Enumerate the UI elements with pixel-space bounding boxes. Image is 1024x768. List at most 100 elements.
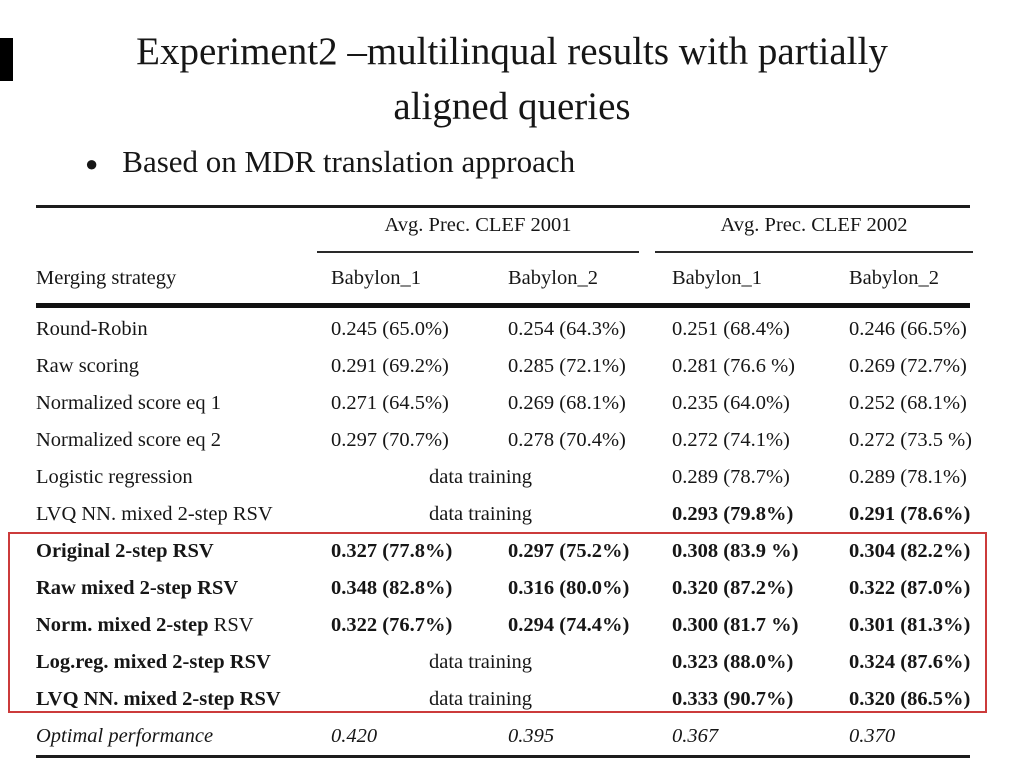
value-cell: 0.322 (87.0%) xyxy=(849,577,971,599)
value-cell: 0.348 (82.8%) xyxy=(331,577,453,599)
bullet-item: ● Based on MDR translation approach xyxy=(85,144,575,180)
row-label: Round-Robin xyxy=(36,318,331,341)
value-cell: 0.278 (70.4%) xyxy=(508,429,626,451)
value-cell: 0.300 (81.7 %) xyxy=(672,614,799,636)
value-cell: 0.327 (77.8%) xyxy=(331,540,453,562)
row-label: Raw mixed 2-step RSV xyxy=(36,577,331,600)
table-group-header-row: Avg. Prec. CLEF 2001 Avg. Prec. CLEF 200… xyxy=(36,208,976,253)
row-label-part: Logistic regression xyxy=(36,466,193,488)
table-row: Raw mixed 2-step RSV 0.348 (82.8%) 0.316 (… xyxy=(36,570,976,607)
group-header-clef-2002: Avg. Prec. CLEF 2002 xyxy=(720,214,908,236)
value-cell: 0.322 (76.7%) xyxy=(331,614,453,636)
value-cell: 0.272 (73.5 %) xyxy=(849,429,972,451)
bullet-icon: ● xyxy=(85,151,99,176)
value-cell: 0.289 (78.1%) xyxy=(849,466,967,488)
value-cell: 0.281 (76.6 %) xyxy=(672,355,795,377)
value-cell: 0.297 (75.2%) xyxy=(508,540,630,562)
table-bottom-rule xyxy=(36,755,970,758)
value-cell: 0.285 (72.1%) xyxy=(508,355,626,377)
row-label-part: Original 2-step RSV xyxy=(36,540,214,562)
data-training-cell: data training xyxy=(428,466,533,488)
value-cell: 0.271 (64.5%) xyxy=(331,392,449,414)
left-edge-black-mark xyxy=(0,38,13,81)
column-header-babylon2-2001: Babylon_2 xyxy=(508,266,598,289)
row-label-part: RSV xyxy=(213,614,254,636)
results-table: Avg. Prec. CLEF 2001 Avg. Prec. CLEF 200… xyxy=(36,205,976,758)
column-header-babylon1-2002: Babylon_1 xyxy=(672,266,762,289)
value-cell: 0.297 (70.7%) xyxy=(331,429,449,451)
row-label: LVQ NN. mixed 2-step RSV xyxy=(36,503,331,526)
row-label: Log.reg. mixed 2-step RSV xyxy=(36,651,331,674)
row-label-part: Normalized score eq 2 xyxy=(36,429,221,451)
value-cell: 0.251 (68.4%) xyxy=(672,318,790,340)
group-underline-2001 xyxy=(317,251,639,253)
group-header-clef-2001: Avg. Prec. CLEF 2001 xyxy=(384,214,572,236)
value-cell: 0.395 xyxy=(508,725,555,747)
table-row: Normalized score eq 2 0.297 (70.7%) 0.278 … xyxy=(36,422,976,459)
column-header-babylon2-2002: Babylon_2 xyxy=(849,266,939,289)
value-cell: 0.272 (74.1%) xyxy=(672,429,790,451)
value-cell: 0.294 (74.4%) xyxy=(508,614,630,636)
table-row: LVQ NN. mixed 2-step RSV data training 0.3… xyxy=(36,681,976,718)
value-cell: 0.245 (65.0%) xyxy=(331,318,449,340)
bullet-text: Based on MDR translation approach xyxy=(122,144,576,179)
value-cell: 0.420 xyxy=(331,725,378,747)
row-label: Raw scoring xyxy=(36,355,331,378)
value-cell: 0.291 (69.2%) xyxy=(331,355,449,377)
value-cell: 0.323 (88.0%) xyxy=(672,651,794,673)
value-cell: 0.304 (82.2%) xyxy=(849,540,971,562)
value-cell: 0.316 (80.0%) xyxy=(508,577,630,599)
row-label: Original 2-step RSV xyxy=(36,540,331,563)
value-cell: 0.308 (83.9 %) xyxy=(672,540,799,562)
row-label-part: LVQ NN. mixed 2-step RSV xyxy=(36,688,281,710)
value-cell: 0.254 (64.3%) xyxy=(508,318,626,340)
value-cell: 0.252 (68.1%) xyxy=(849,392,967,414)
column-header-babylon1-2001: Babylon_1 xyxy=(331,266,421,289)
table-row: Raw scoring 0.291 (69.2%) 0.285 (72.1%) 0.2… xyxy=(36,348,976,385)
table-header-rule xyxy=(36,303,970,308)
row-label-part: Round-Robin xyxy=(36,318,148,340)
value-cell: 0.269 (68.1%) xyxy=(508,392,626,414)
table-row: LVQ NN. mixed 2-step RSV data training 0.2… xyxy=(36,496,976,533)
data-training-cell: data training xyxy=(428,503,533,525)
table-row: Log.reg. mixed 2-step RSV data training 0.… xyxy=(36,644,976,681)
table-row: Logistic regression data training 0.289 (7… xyxy=(36,459,976,496)
row-label: Logistic regression xyxy=(36,466,331,489)
data-training-cell: data training xyxy=(428,651,533,673)
slide-title: Experiment2 –multilinqual results with p… xyxy=(136,30,888,128)
table-top-rule xyxy=(36,205,970,208)
table-row: Normalized score eq 1 0.271 (64.5%) 0.269 … xyxy=(36,385,976,422)
table-column-header-row: Merging strategy Babylon_1 Babylon_2 Bab… xyxy=(36,253,976,303)
row-label-part: Optimal performance xyxy=(36,725,214,747)
value-cell: 0.333 (90.7%) xyxy=(672,688,794,710)
value-cell: 0.320 (87.2%) xyxy=(672,577,794,599)
value-cell: 0.246 (66.5%) xyxy=(849,318,967,340)
row-label: Optimal performance xyxy=(36,725,331,748)
value-cell: 0.301 (81.3%) xyxy=(849,614,971,636)
row-label: Norm. mixed 2-step RSV xyxy=(36,614,331,637)
value-cell: 0.367 xyxy=(672,725,719,747)
table-row: Round-Robin 0.245 (65.0%) 0.254 (64.3%) 0.2… xyxy=(36,311,976,348)
data-training-cell: data training xyxy=(428,688,533,710)
row-label-part: Normalized score eq 1 xyxy=(36,392,221,414)
table-row: Norm. mixed 2-step RSV 0.322 (76.7%) 0.294… xyxy=(36,607,976,644)
results-table-rows: Round-Robin 0.245 (65.0%) 0.254 (64.3%) 0.2… xyxy=(36,311,976,755)
row-label-part: Raw mixed 2-step RSV xyxy=(36,577,239,599)
value-cell: 0.320 (86.5%) xyxy=(849,688,971,710)
value-cell: 0.324 (87.6%) xyxy=(849,651,971,673)
row-label-part: LVQ NN. mixed 2-step RSV xyxy=(36,503,273,525)
row-label-part: Raw scoring xyxy=(36,355,140,377)
value-cell: 0.370 xyxy=(849,725,896,747)
row-label: Normalized score eq 2 xyxy=(36,429,331,452)
group-underline-2002 xyxy=(655,251,973,253)
table-row: Optimal performance 0.420 0.395 0.367 0.370 xyxy=(36,718,976,755)
value-cell: 0.269 (72.7%) xyxy=(849,355,967,377)
row-label: LVQ NN. mixed 2-step RSV xyxy=(36,688,331,711)
table-row: Original 2-step RSV 0.327 (77.8%) 0.297 (7… xyxy=(36,533,976,570)
value-cell: 0.291 (78.6%) xyxy=(849,503,971,525)
row-label: Normalized score eq 1 xyxy=(36,392,331,415)
row-label-part: Norm. mixed 2-step xyxy=(36,614,214,636)
value-cell: 0.293 (79.8%) xyxy=(672,503,794,525)
row-label-part: Log.reg. mixed 2-step RSV xyxy=(36,651,271,673)
column-header-merging-strategy: Merging strategy xyxy=(36,266,177,289)
